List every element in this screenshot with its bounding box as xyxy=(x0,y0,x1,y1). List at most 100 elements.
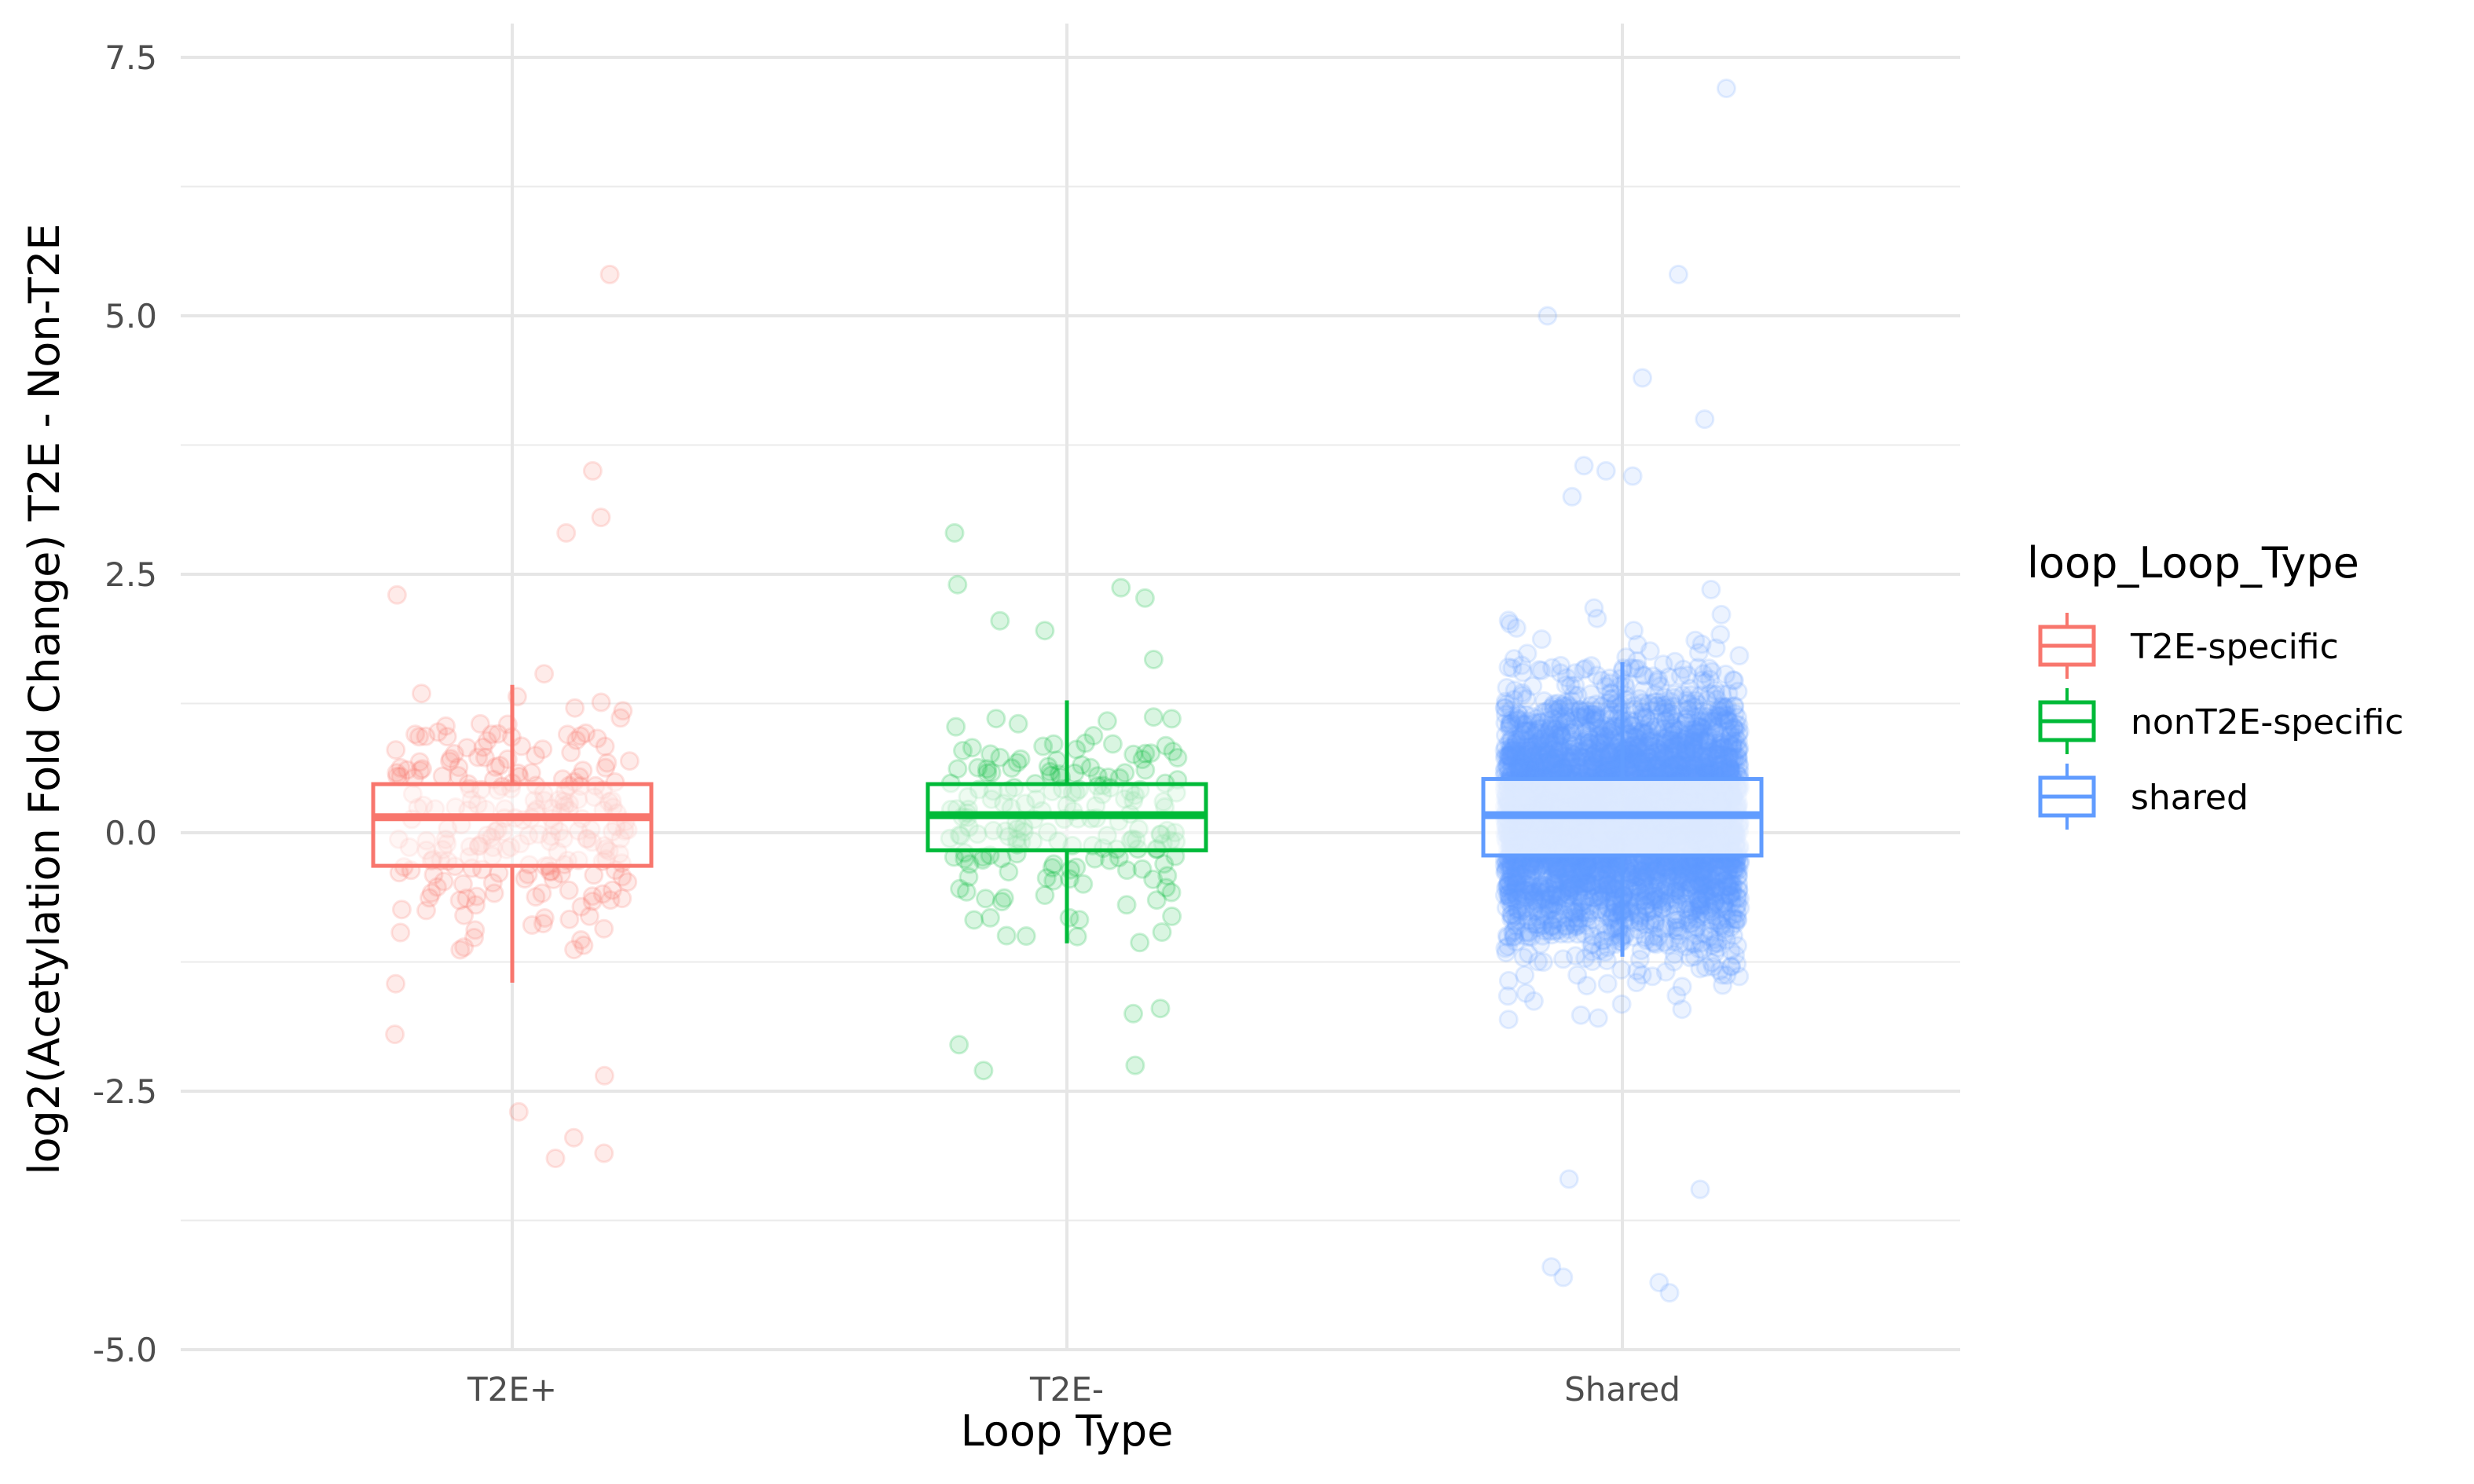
data-point xyxy=(1695,903,1715,923)
data-point xyxy=(1590,940,1610,961)
data-point xyxy=(1679,878,1699,898)
data-point xyxy=(1688,864,1708,885)
data-point xyxy=(561,742,581,763)
data-point xyxy=(1717,877,1738,897)
data-point xyxy=(1163,742,1183,761)
data-point xyxy=(1691,685,1710,705)
data-point xyxy=(1721,869,1742,889)
data-point xyxy=(1575,658,1596,679)
data-point xyxy=(1504,649,1524,669)
data-point xyxy=(981,763,1002,782)
data-point xyxy=(596,757,616,778)
data-point xyxy=(412,759,432,779)
data-point xyxy=(571,896,592,917)
data-point xyxy=(1645,866,1666,886)
data-point xyxy=(1715,705,1735,725)
data-point xyxy=(1601,720,1622,739)
data-point xyxy=(1525,713,1545,733)
data-point xyxy=(1625,658,1645,679)
data-point xyxy=(602,880,622,900)
data-point xyxy=(1033,736,1054,757)
data-point xyxy=(1624,696,1644,716)
data-point xyxy=(1038,757,1058,777)
data-point xyxy=(1551,711,1571,731)
data-point xyxy=(1517,643,1538,664)
data-point xyxy=(1036,868,1057,889)
data-point xyxy=(1010,749,1031,769)
data-point xyxy=(1633,368,1652,388)
x-tick-label: T2E+ xyxy=(467,1370,557,1409)
data-point xyxy=(449,890,470,911)
data-point xyxy=(1497,876,1518,896)
data-point xyxy=(522,915,542,935)
data-point xyxy=(1512,746,1533,766)
data-point xyxy=(1722,738,1743,759)
data-point xyxy=(1516,983,1536,1003)
data-point xyxy=(1097,711,1117,731)
data-point xyxy=(1111,577,1131,598)
data-point xyxy=(1717,865,1737,885)
data-point xyxy=(1629,949,1650,969)
data-point xyxy=(1527,731,1548,752)
data-point xyxy=(1615,673,1635,694)
data-point xyxy=(405,724,426,745)
data-point xyxy=(1073,874,1094,894)
data-point xyxy=(1666,739,1687,760)
data-point xyxy=(1721,876,1741,896)
data-point xyxy=(1688,735,1708,756)
data-point xyxy=(1670,731,1691,751)
data-point xyxy=(1161,882,1182,903)
data-point xyxy=(1544,731,1564,752)
data-point xyxy=(1562,691,1582,711)
data-point xyxy=(1513,715,1534,735)
data-point xyxy=(950,878,970,899)
data-point xyxy=(1724,858,1743,878)
data-point xyxy=(1102,734,1123,754)
data-point xyxy=(1689,730,1710,750)
data-point xyxy=(1519,881,1540,902)
data-point xyxy=(594,1143,614,1163)
data-point xyxy=(1550,698,1571,719)
data-point xyxy=(1628,877,1648,897)
data-point xyxy=(1706,723,1726,743)
data-point xyxy=(1667,720,1688,740)
data-point xyxy=(1583,875,1603,896)
data-point xyxy=(1150,998,1171,1019)
data-point xyxy=(610,708,631,728)
data-point xyxy=(1711,698,1732,717)
data-point xyxy=(1688,878,1709,899)
data-point xyxy=(1571,747,1592,768)
data-point xyxy=(1538,306,1558,326)
data-point xyxy=(1676,884,1696,904)
data-point xyxy=(1639,731,1658,752)
data-point xyxy=(1134,588,1155,608)
data-point xyxy=(397,760,417,780)
data-point xyxy=(1666,878,1687,899)
data-point xyxy=(1702,661,1722,682)
y-axis-title: log2(Acetylation Fold Change) T2E - Non-… xyxy=(20,224,69,1175)
data-point xyxy=(1508,889,1528,910)
data-point xyxy=(1594,719,1615,739)
data-point xyxy=(1674,856,1695,877)
data-point xyxy=(1551,725,1571,746)
data-point xyxy=(1565,719,1585,739)
data-point xyxy=(456,738,477,758)
data-point xyxy=(1640,914,1660,935)
data-point xyxy=(1556,915,1576,936)
data-point xyxy=(1713,877,1733,897)
data-point xyxy=(1562,877,1582,896)
data-point xyxy=(1615,730,1636,749)
data-point xyxy=(1728,874,1749,894)
data-point xyxy=(1534,921,1555,941)
data-point xyxy=(977,759,997,779)
data-point xyxy=(1659,859,1680,880)
data-point xyxy=(1135,760,1156,780)
data-point xyxy=(1578,857,1597,878)
data-point xyxy=(1549,745,1570,765)
data-point xyxy=(977,763,998,783)
data-point xyxy=(1665,932,1685,952)
data-point xyxy=(1649,751,1669,771)
data-point xyxy=(1507,857,1527,878)
data-point xyxy=(1507,878,1527,898)
